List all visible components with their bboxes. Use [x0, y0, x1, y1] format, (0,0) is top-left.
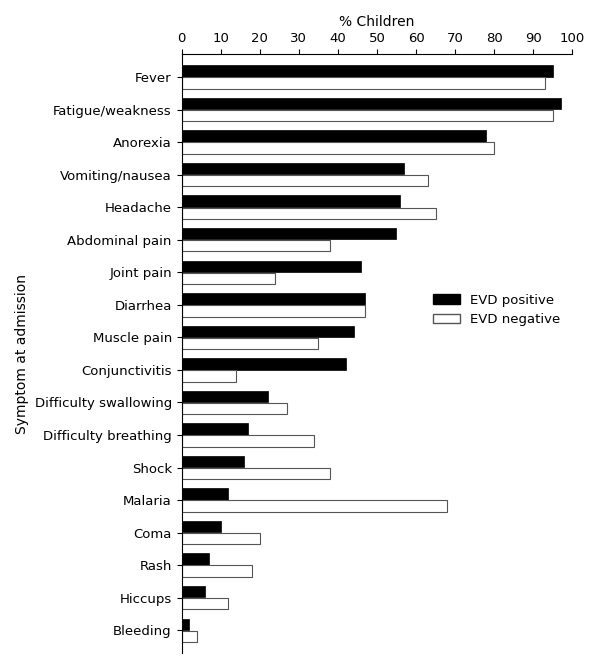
Bar [182, 424, 248, 435]
Bar [182, 110, 553, 122]
Bar [182, 77, 545, 89]
Bar [182, 456, 244, 467]
Bar [182, 98, 560, 110]
Bar [182, 65, 553, 77]
Legend: EVD positive, EVD negative: EVD positive, EVD negative [428, 289, 566, 331]
Bar [182, 468, 330, 479]
Bar [182, 566, 252, 577]
Bar [182, 358, 346, 369]
Bar [182, 631, 197, 642]
Bar [182, 228, 397, 239]
Bar [182, 403, 287, 414]
X-axis label: % Children: % Children [339, 15, 415, 29]
Bar [182, 488, 229, 500]
Bar [182, 521, 221, 532]
Bar [182, 391, 268, 402]
Bar [182, 130, 487, 142]
Bar [182, 598, 229, 609]
Bar [182, 196, 400, 207]
Bar [182, 163, 404, 174]
Bar [182, 619, 190, 630]
Bar [182, 208, 436, 219]
Y-axis label: Symptom at admission: Symptom at admission [15, 274, 29, 434]
Bar [182, 293, 365, 305]
Bar [182, 273, 275, 284]
Bar [182, 175, 428, 186]
Bar [182, 553, 209, 565]
Bar [182, 338, 319, 349]
Bar [182, 305, 365, 317]
Bar [182, 261, 361, 272]
Bar [182, 240, 330, 251]
Bar [182, 500, 448, 512]
Bar [182, 370, 236, 381]
Bar [182, 436, 314, 447]
Bar [182, 586, 205, 597]
Bar [182, 142, 494, 154]
Bar [182, 533, 260, 544]
Bar [182, 326, 353, 337]
